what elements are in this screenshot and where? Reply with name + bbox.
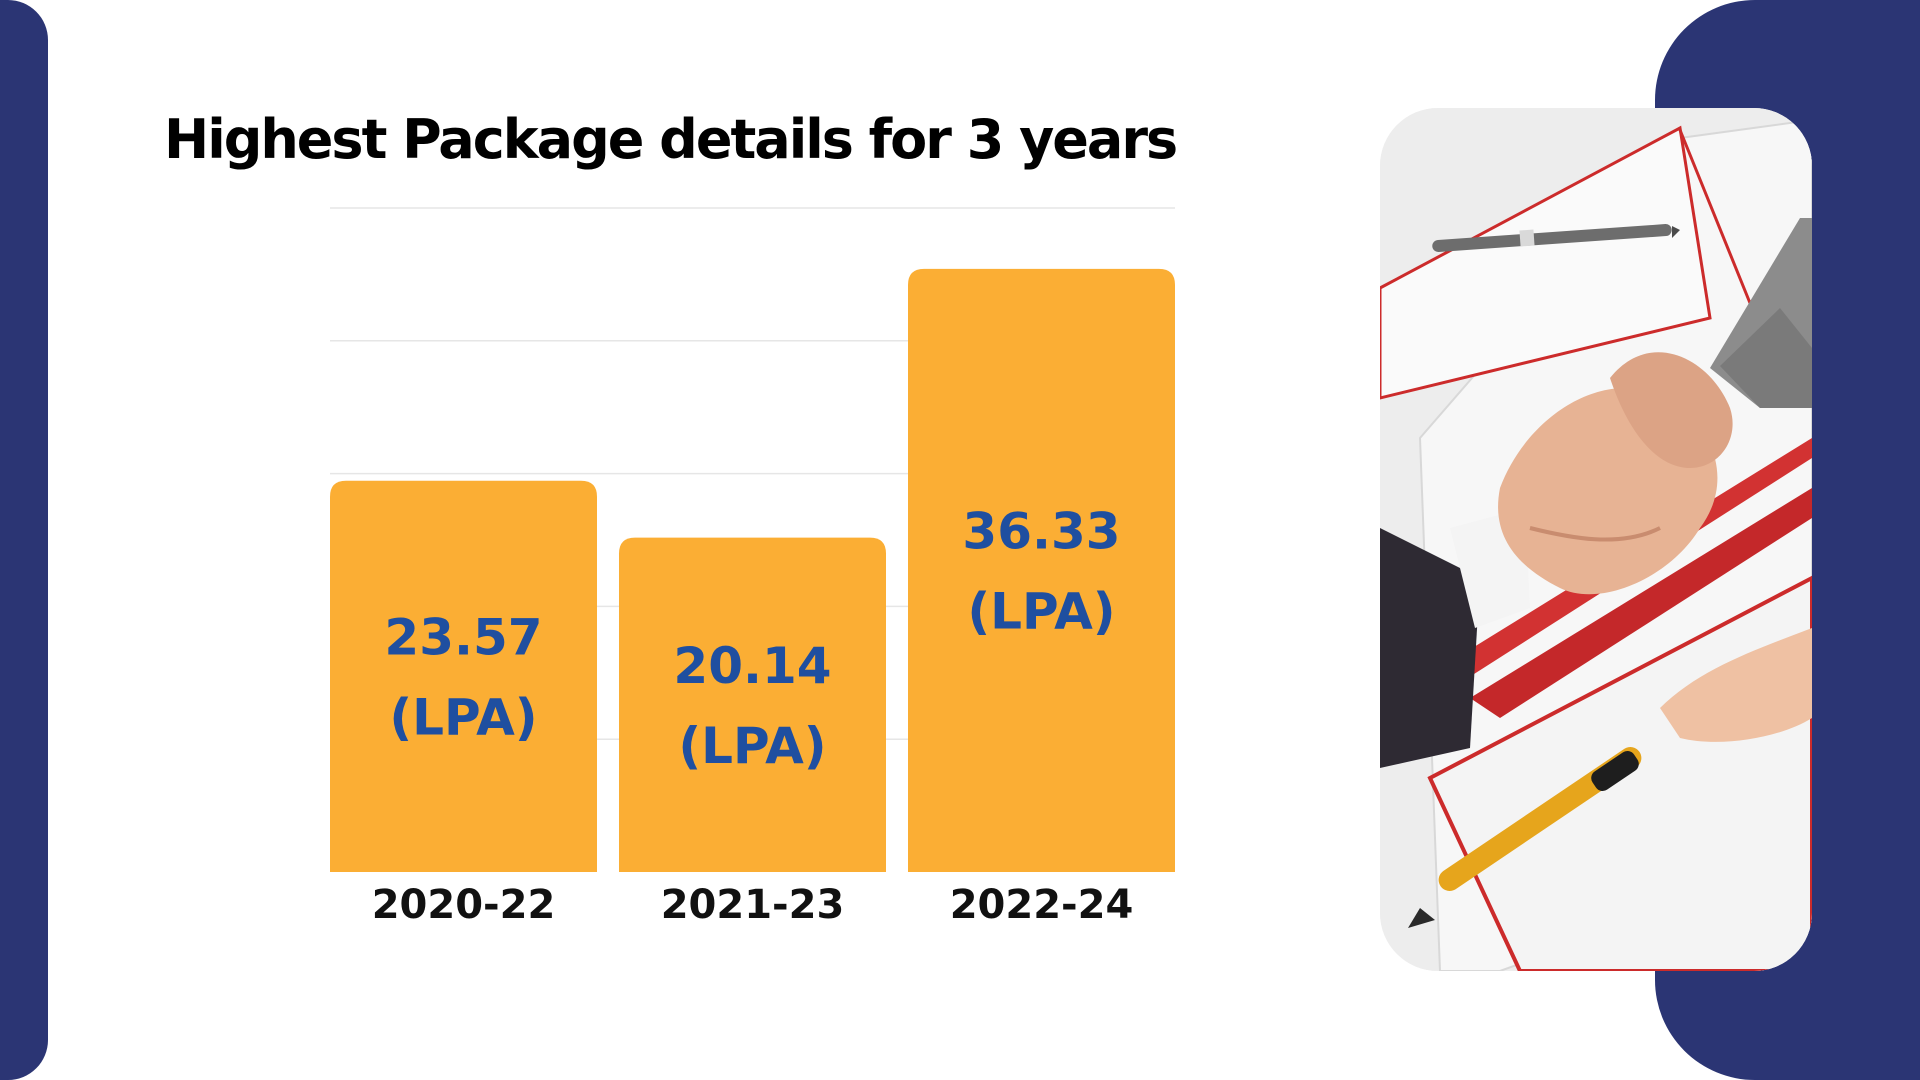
bar-2021-23	[619, 537, 886, 872]
bar-2022-24	[908, 268, 1175, 872]
bar-2020-22	[330, 480, 597, 872]
bar-unit-label: (LPA)	[389, 688, 537, 746]
bar-unit-label: (LPA)	[967, 582, 1115, 640]
bar-value-label: 36.33	[962, 502, 1120, 560]
left-navy-strip	[0, 0, 48, 1080]
bar-value-label: 20.14	[673, 637, 831, 695]
bar-value-label: 23.57	[384, 608, 542, 666]
category-label: 2020-22	[372, 882, 556, 928]
category-label: 2021-23	[661, 882, 845, 928]
handshake-photo	[1380, 108, 1812, 971]
category-label: 2022-24	[950, 882, 1134, 928]
bar-unit-label: (LPA)	[678, 717, 826, 775]
page-title: Highest Package details for 3 years	[164, 108, 1178, 171]
